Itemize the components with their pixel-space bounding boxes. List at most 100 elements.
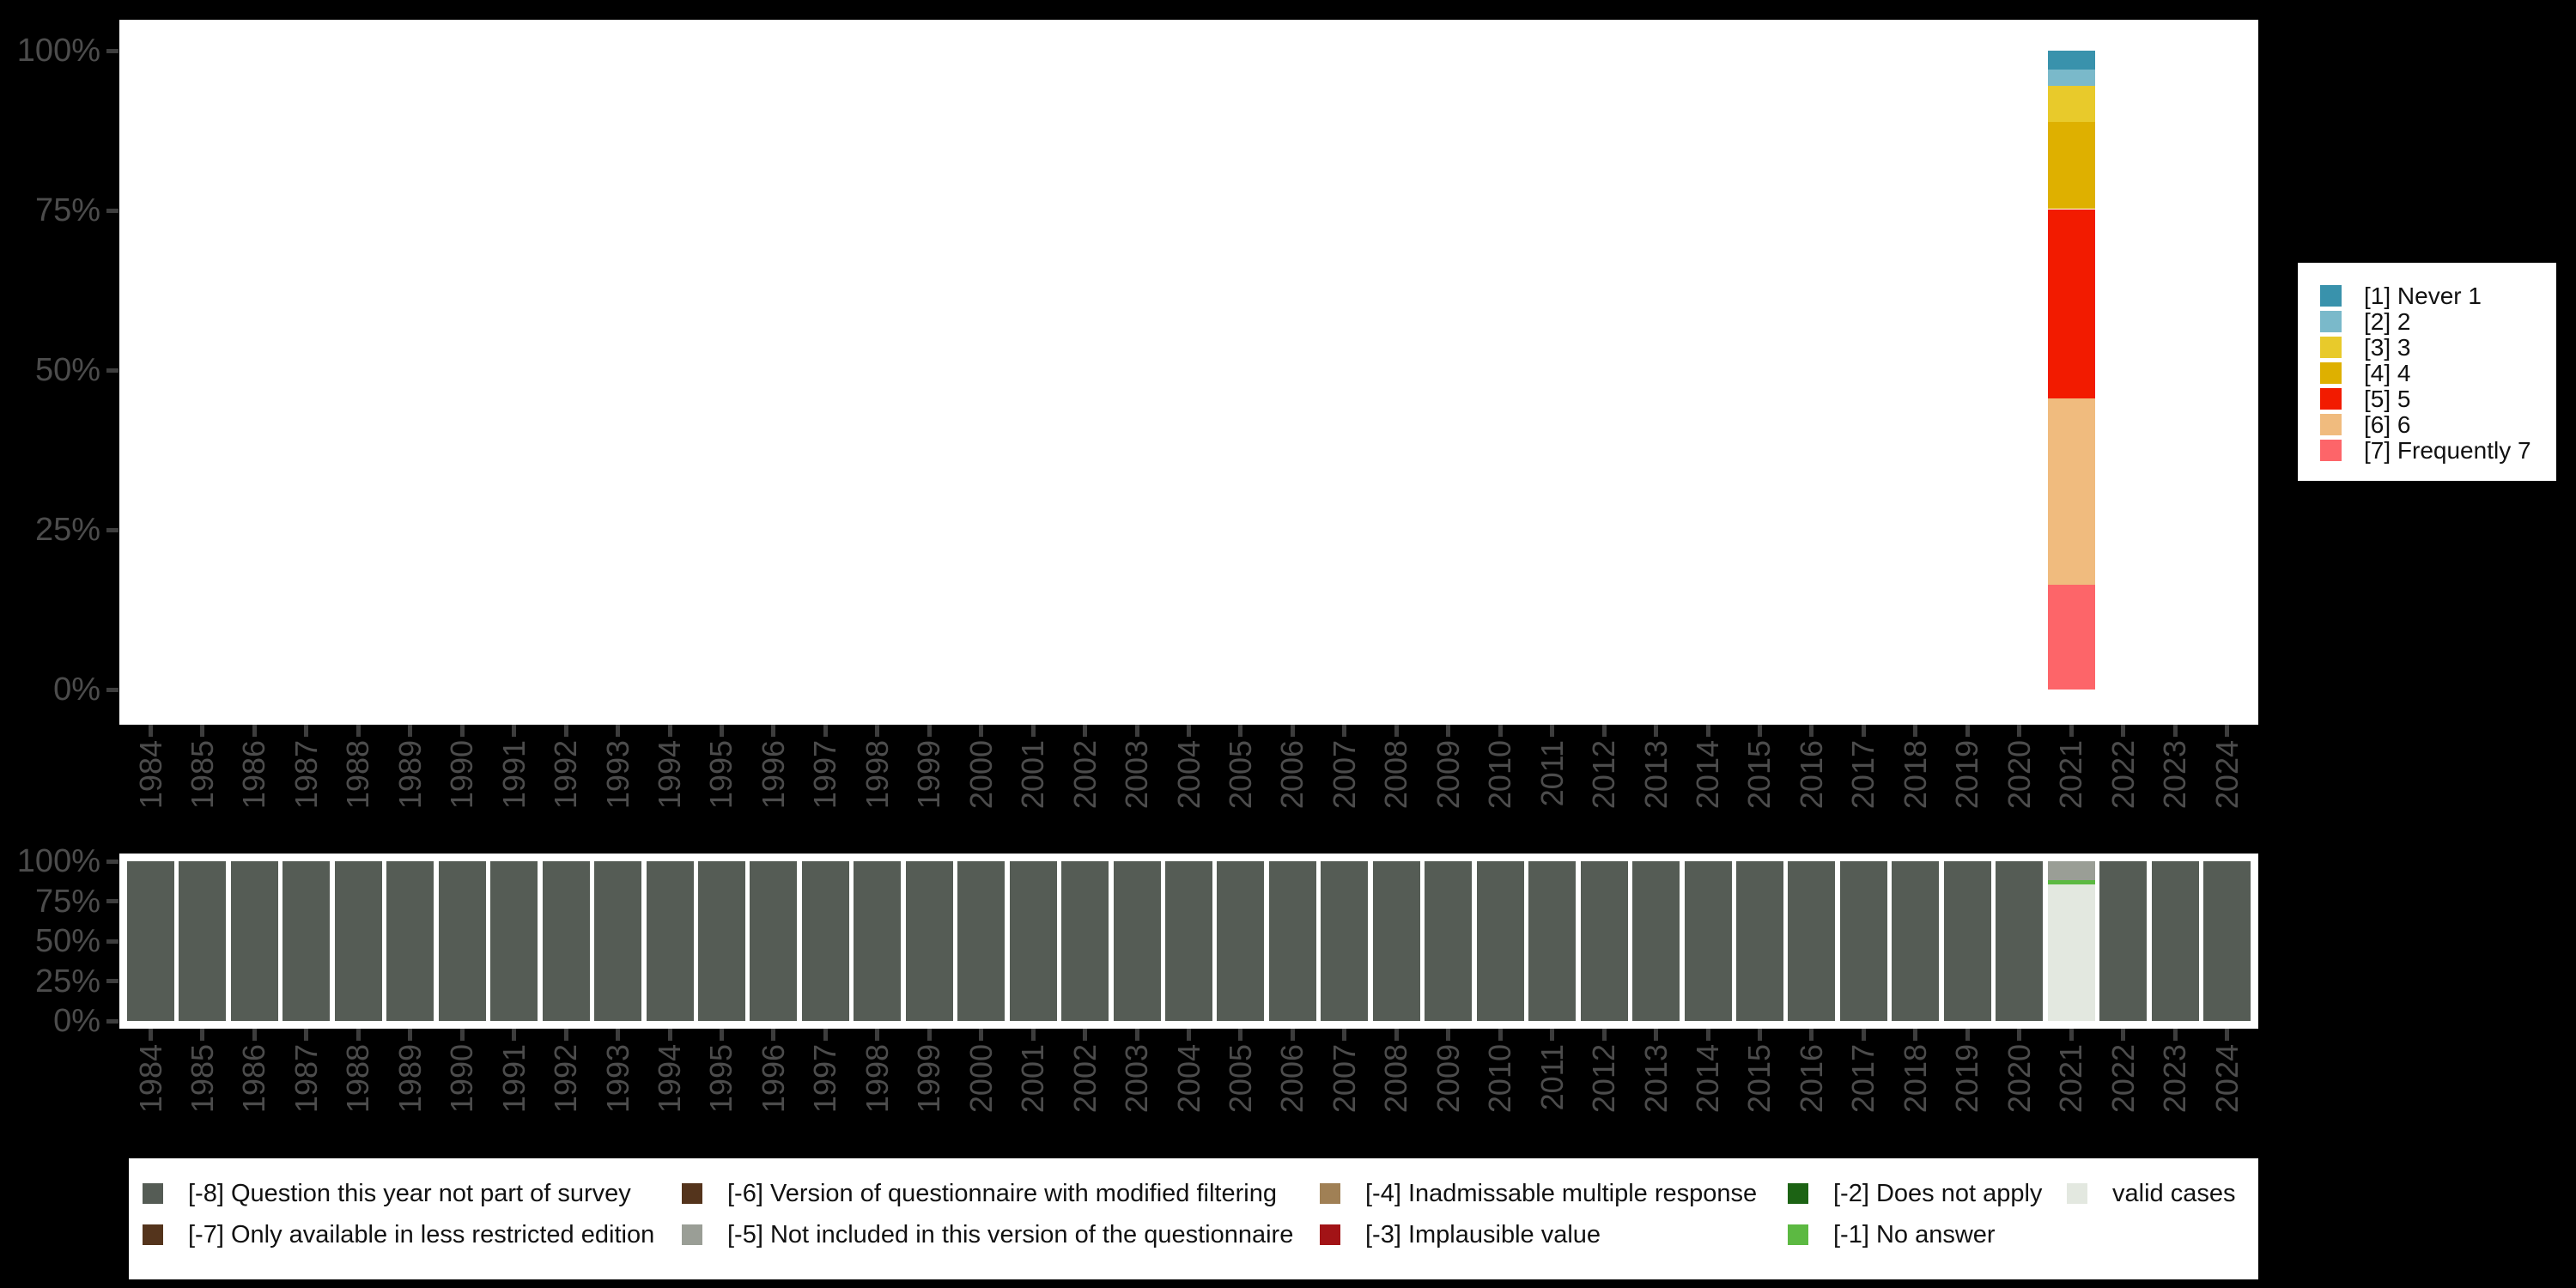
- x-axis-year-label: 1991: [495, 1044, 532, 1114]
- bar-2022: [2099, 861, 2148, 1021]
- x-axis-year-label: 2018: [1897, 740, 1933, 810]
- x-axis-tick-mark: [2069, 1029, 2074, 1041]
- x-axis-year-label: 1994: [652, 740, 687, 810]
- x-axis-year-label: 1998: [859, 740, 895, 810]
- x-axis-year-label: 2023: [2157, 740, 2193, 810]
- x-axis-year-label: 1995: [703, 740, 739, 810]
- y-axis-tick-mark: [106, 208, 118, 213]
- x-axis-tick-mark: [1601, 725, 1607, 737]
- x-axis-year-label: 1990: [444, 740, 480, 810]
- bar-1998: [854, 861, 902, 1021]
- x-axis-tick-mark: [408, 725, 413, 737]
- x-axis-tick-mark: [563, 725, 568, 737]
- legend-swatch: [682, 1224, 702, 1245]
- legend-label: [4] 4: [2364, 360, 2411, 386]
- bar-1989: [386, 861, 434, 1021]
- x-axis-tick-mark: [1809, 725, 1814, 737]
- x-axis-tick-mark: [408, 1029, 413, 1041]
- x-axis-year-label: 2004: [1170, 740, 1206, 810]
- x-axis-tick-mark: [927, 725, 932, 737]
- legend-label: [-3] Implausible value: [1365, 1221, 1601, 1249]
- x-axis-year-label: 1987: [288, 1044, 324, 1114]
- x-axis-tick-mark: [1083, 1029, 1088, 1041]
- bar-2021: [2047, 861, 2095, 1021]
- legend-label: [1] Never 1: [2364, 283, 2482, 309]
- y-axis-tick-label: 0%: [53, 1003, 100, 1039]
- bar-segment: [2047, 122, 2095, 210]
- x-axis-year-label: 1993: [599, 1044, 635, 1114]
- x-axis-tick-mark: [1238, 1029, 1243, 1041]
- bar-segment: [2047, 51, 2095, 70]
- legend-label: [-2] Does not apply: [1833, 1180, 2043, 1207]
- bar-segment: [1892, 861, 1940, 1021]
- bar-2023: [2151, 861, 2199, 1021]
- x-axis-tick-mark: [616, 1029, 621, 1041]
- x-axis-year-label: 2024: [2208, 1044, 2245, 1114]
- x-axis-year-label: 2013: [1637, 1044, 1674, 1114]
- bar-2008: [1372, 861, 1420, 1021]
- y-axis-tick-mark: [106, 939, 118, 944]
- x-axis-year-label: 2015: [1741, 740, 1777, 810]
- y-axis-tick-label: 100%: [16, 843, 100, 879]
- x-axis-year-label: 1995: [703, 1044, 739, 1114]
- bar-1992: [542, 861, 590, 1021]
- x-axis-tick-mark: [875, 1029, 880, 1041]
- x-axis-tick-mark: [771, 1029, 776, 1041]
- x-axis-year-label: 2022: [2105, 740, 2141, 810]
- bar-1987: [283, 861, 331, 1021]
- bar-segment: [1113, 861, 1161, 1021]
- legend-item: [4] 4: [2298, 361, 2556, 386]
- x-axis-tick-mark: [823, 1029, 828, 1041]
- x-axis-tick-mark: [1290, 725, 1295, 737]
- x-axis-tick-mark: [2225, 1029, 2229, 1041]
- x-axis-tick-mark: [1134, 725, 1139, 737]
- legend-swatch: [2320, 388, 2342, 410]
- bar-segment: [438, 861, 486, 1021]
- x-axis-year-label: 2003: [1119, 1044, 1155, 1114]
- x-axis-tick-mark: [2172, 725, 2178, 737]
- x-axis-tick-mark: [149, 1029, 153, 1041]
- y-axis-tick-label: 75%: [34, 192, 100, 228]
- y-axis-tick-mark: [106, 899, 118, 903]
- x-axis-year-label: 2020: [2001, 1044, 2037, 1114]
- bar-segment: [2047, 584, 2095, 690]
- legend-swatch: [2320, 311, 2342, 332]
- x-axis-tick-mark: [1446, 725, 1451, 737]
- bar-1995: [697, 861, 745, 1021]
- bar-segment: [905, 861, 953, 1021]
- x-axis-year-label: 1992: [548, 740, 584, 810]
- bar-segment: [1528, 861, 1577, 1021]
- legend-label: [3] 3: [2364, 334, 2411, 361]
- bar-2011: [1528, 861, 1577, 1021]
- x-axis-year-label: 1988: [340, 1044, 376, 1114]
- x-axis-year-label: 2009: [1430, 1044, 1466, 1114]
- y-axis-tick-label: 100%: [16, 33, 100, 69]
- x-axis-year-label: 2012: [1586, 1044, 1622, 1114]
- x-axis-tick-mark: [1342, 1029, 1347, 1041]
- x-axis-tick-mark: [667, 1029, 672, 1041]
- bar-2009: [1425, 861, 1473, 1021]
- bar-segment: [2047, 861, 2095, 880]
- x-axis-tick-mark: [200, 1029, 205, 1041]
- x-axis-tick-mark: [252, 725, 257, 737]
- x-axis-year-label: 2007: [1326, 1044, 1362, 1114]
- x-axis-year-label: 2011: [1534, 740, 1570, 807]
- x-axis-year-label: 1997: [807, 1044, 843, 1114]
- x-axis-tick-mark: [200, 725, 205, 737]
- bar-2015: [1735, 861, 1783, 1021]
- legend-item: [7] Frequently 7: [2298, 438, 2556, 464]
- legend-label: [-4] Inadmissable multiple response: [1365, 1180, 1758, 1207]
- x-axis-year-label: 2004: [1170, 1044, 1206, 1114]
- bar-segment: [646, 861, 694, 1021]
- legend-item: [5] 5: [2298, 386, 2556, 412]
- bar-2005: [1217, 861, 1265, 1021]
- x-axis-tick-mark: [1030, 725, 1036, 737]
- x-axis-year-label: 1991: [495, 740, 532, 810]
- bar-2016: [1788, 861, 1836, 1021]
- x-axis-year-label: 2019: [1949, 1044, 1985, 1114]
- bar-segment: [2047, 209, 2095, 399]
- bar-1997: [801, 861, 849, 1021]
- bar-segment: [179, 861, 227, 1021]
- x-axis-year-label: 1992: [548, 1044, 584, 1114]
- x-axis-year-label: 2024: [2208, 740, 2245, 810]
